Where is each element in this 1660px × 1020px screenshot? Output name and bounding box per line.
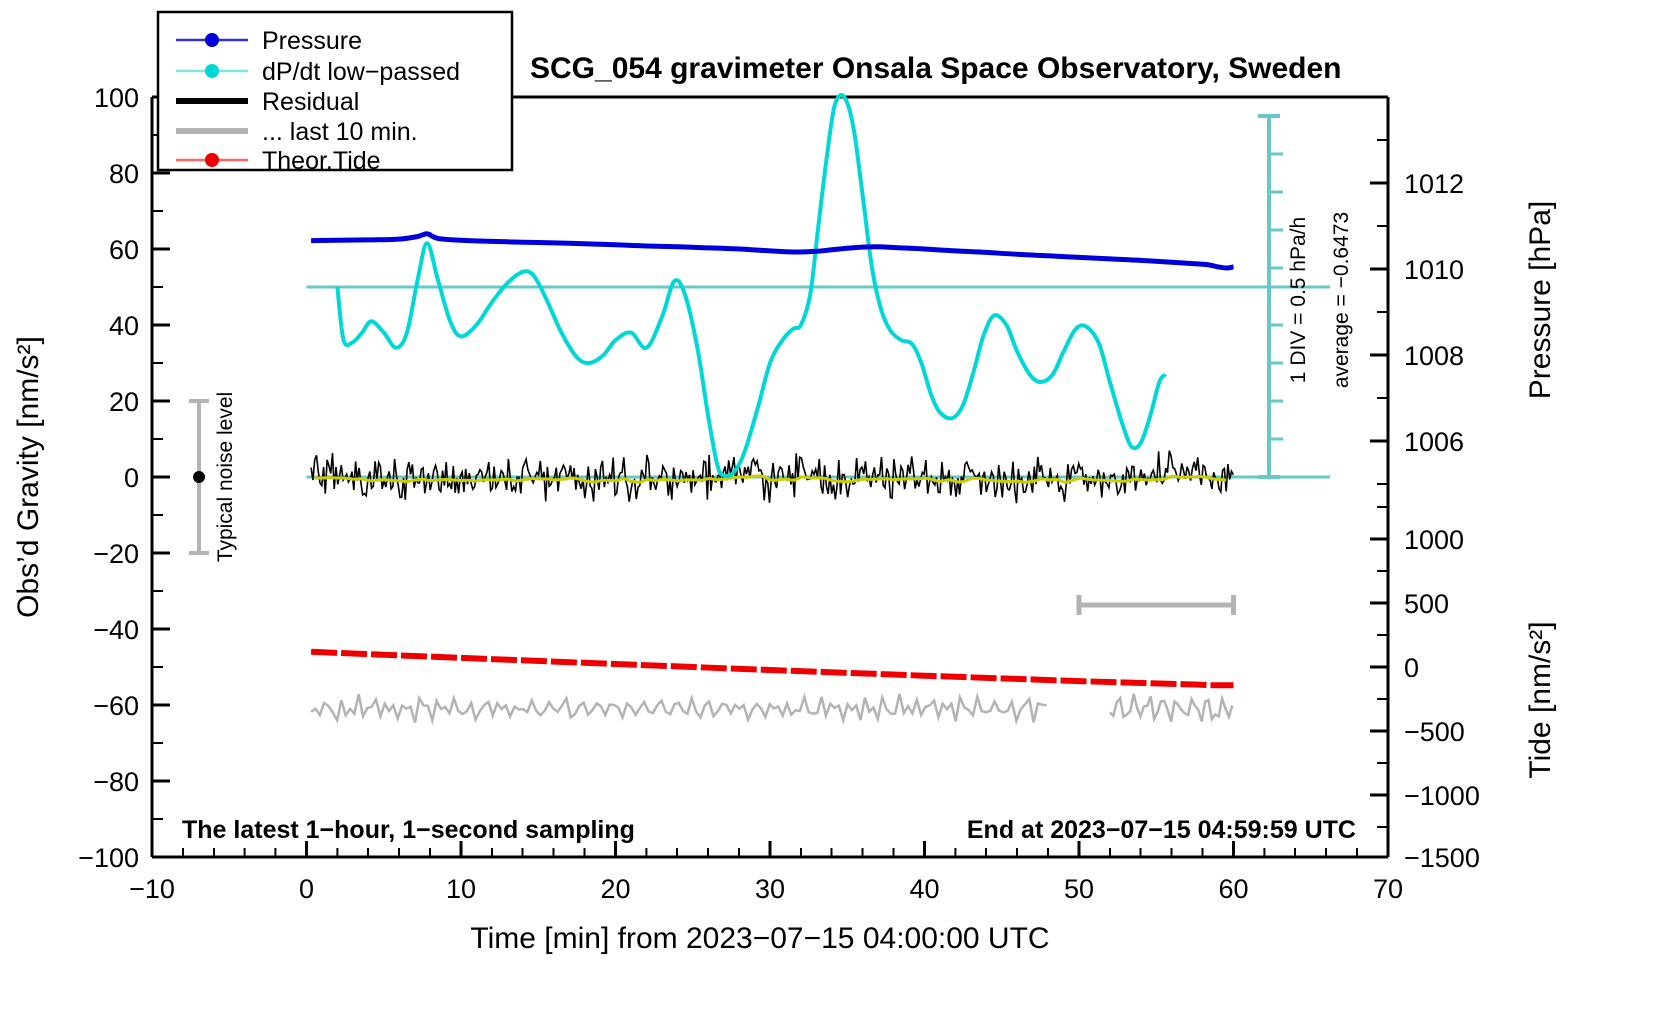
typical-noise-level-marker: Typical noise level [189,392,237,562]
xtick-label-1: 0 [299,874,314,904]
dpdt-scale-label: 1 DIV = 0.5 hPa/h [1287,217,1310,383]
ytick-left-label-m20: −20 [93,539,139,569]
ytick-tide-label-0: 0 [1404,653,1419,683]
y-axis-pressure-ticks: 1012 1010 1008 1006 [1370,139,1464,485]
ytick-left-label-m100: −100 [78,843,139,873]
xtick-label-2: 10 [446,874,476,904]
footer-left-note: The latest 1−hour, 1−second sampling [182,816,635,844]
legend-item-theortide[interactable]: Theor.Tide [176,147,381,175]
ytick-tide-label-500: 500 [1404,589,1449,619]
series-pressure [311,231,1234,271]
ytick-left-label-100: 100 [94,83,139,113]
ytick-pressure-label-1008: 1008 [1404,341,1464,371]
noise-level-label: Typical noise level [214,392,237,562]
legend-item-residual[interactable]: Residual [176,88,359,116]
x-axis-ticks: −10 0 10 20 30 40 50 60 70 [129,841,1403,904]
legend-item-last10min[interactable]: ... last 10 min. [176,118,418,146]
page-title: SCG_054 gravimeter Onsala Space Observat… [530,52,1342,85]
xtick-label-4: 30 [755,874,785,904]
ytick-left-label-m80: −80 [93,767,139,797]
ytick-left-label-20: 20 [109,387,139,417]
last10min-bar [1076,595,1236,615]
ytick-left-label-0: 0 [124,463,139,493]
ytick-left-label-m40: −40 [93,615,139,645]
series-dpdt-lowpassed [335,93,1168,478]
y-axis-tide-title: Tide [nm/s²] [1524,621,1557,778]
series-last10min-trace [310,691,1234,726]
footer-right-note: End at 2023−07−15 04:59:59 UTC [967,816,1356,844]
ytick-left-label-40: 40 [109,311,139,341]
chart-legend[interactable]: Pressure dP/dt low−passed Residual ... l… [156,10,514,175]
ytick-tide-label-1000: 1000 [1404,525,1464,555]
xtick-label-3: 20 [600,874,630,904]
legend-item-dpdt[interactable]: dP/dt low−passed [176,58,460,86]
xtick-label-0: −10 [129,874,175,904]
legend-label-pressure: Pressure [262,27,362,55]
legend-label-last10min: ... last 10 min. [262,118,418,146]
ytick-pressure-label-1006: 1006 [1404,427,1464,457]
ytick-left-label-80: 80 [109,159,139,189]
series-theor-tide [310,648,1234,689]
ytick-pressure-label-1010: 1010 [1404,255,1464,285]
series-residual-smoothed [314,474,1227,484]
legend-label-residual: Residual [262,88,359,116]
ytick-left-label-m60: −60 [93,691,139,721]
ytick-tide-label-m1000: −1000 [1404,781,1480,811]
y-axis-tide-ticks: 1000 500 0 −500 −1000 −1500 [1370,506,1480,873]
y-axis-left-title: Obs’d Gravity [nm/s²] [12,336,45,618]
ytick-tide-label-m500: −500 [1404,717,1465,747]
dpdt-average-label: average = −0.6473 [1330,212,1353,388]
x-axis-title: Time [min] from 2023−07−15 04:00:00 UTC [470,922,1049,955]
y-axis-pressure-title: Pressure [hPa] [1524,201,1557,399]
xtick-label-6: 50 [1064,874,1094,904]
ytick-left-label-60: 60 [109,235,139,265]
legend-item-pressure[interactable]: Pressure [176,27,362,55]
dpdt-scalebar: 1 DIV = 0.5 hPa/h average = −0.6473 [1258,114,1353,479]
xtick-label-8: 70 [1373,874,1403,904]
legend-label-dpdt: dP/dt low−passed [262,58,460,86]
ytick-pressure-label-1012: 1012 [1404,169,1464,199]
xtick-label-7: 60 [1218,874,1248,904]
xtick-label-5: 40 [909,874,939,904]
series-group [310,93,1235,726]
legend-label-theortide: Theor.Tide [262,147,381,175]
ytick-tide-label-m1500: −1500 [1404,843,1480,873]
